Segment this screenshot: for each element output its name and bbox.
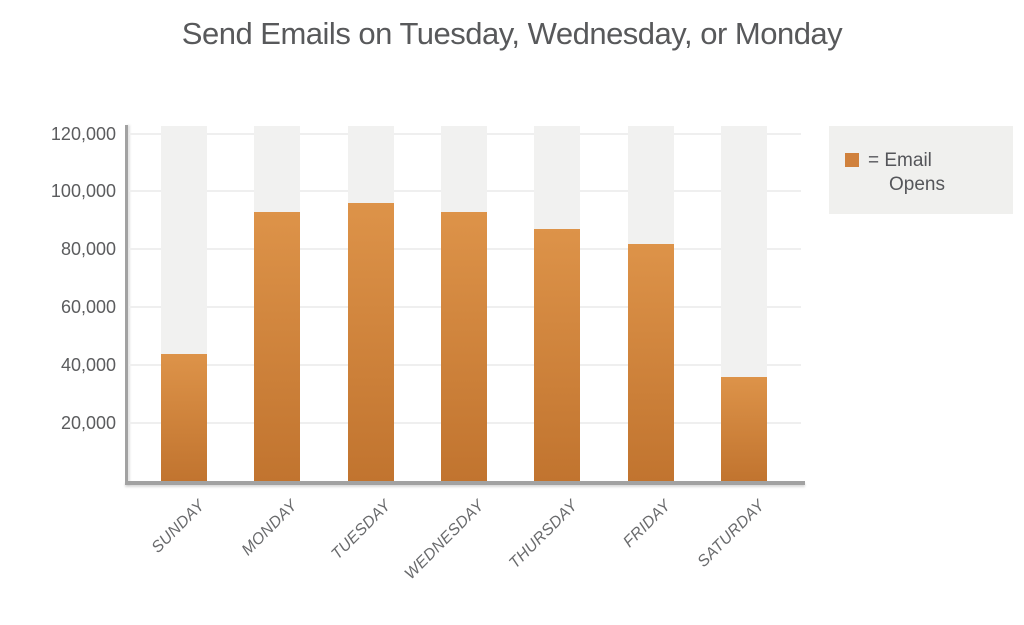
- bar-wednesday: [440, 211, 487, 481]
- y-axis-line: [125, 125, 128, 485]
- x-axis-label-tuesday: TUESDAY: [328, 497, 395, 564]
- x-axis-label-sunday: SUNDAY: [148, 497, 209, 557]
- legend: = Email Opens: [829, 126, 1013, 214]
- y-axis-tick-label: 40,000: [60, 355, 116, 376]
- bar-monday: [254, 211, 301, 481]
- legend-label-line2: Opens: [889, 174, 945, 195]
- y-axis-tick-label: 80,000: [60, 239, 116, 260]
- bar-thursday: [534, 229, 581, 481]
- bar-column: MONDAY: [239, 122, 301, 559]
- bar-column: WEDNESDAY: [402, 122, 488, 583]
- bar-sunday: [161, 353, 207, 481]
- legend-label-line1: = Email: [868, 150, 932, 171]
- plot-area: SUNDAY MONDAY TUESDAY WEDNESDAY THURSDAY FRID…: [129, 122, 801, 583]
- bar-column: FRIDAY: [621, 122, 675, 551]
- x-axis-line: [125, 481, 805, 485]
- bar-column: THURSDAY: [506, 122, 581, 572]
- bar-friday: [627, 243, 674, 481]
- legend-swatch: [845, 153, 859, 167]
- x-axis-label-thursday: THURSDAY: [506, 497, 582, 573]
- y-axis-tick-label: 120,000: [50, 123, 116, 144]
- bar-saturday: [720, 376, 767, 481]
- x-axis-label-friday: FRIDAY: [620, 497, 675, 551]
- y-axis-tick-labels: 20,000 40,000 60,000 80,000 100,000 120,000: [0, 122, 116, 481]
- chart-title: Send Emails on Tuesday, Wednesday, or Mo…: [181, 16, 843, 51]
- bar-columns: SUNDAY MONDAY TUESDAY WEDNESDAY THURSDAY FRID…: [148, 122, 768, 583]
- y-axis-tick-label: 60,000: [60, 297, 116, 318]
- x-axis-label-monday: MONDAY: [239, 497, 302, 560]
- y-axis-tick-label: 20,000: [60, 413, 116, 434]
- x-axis-label-saturday: SATURDAY: [694, 497, 768, 571]
- x-axis-label-wednesday: WEDNESDAY: [401, 497, 489, 584]
- bar-tuesday: [347, 203, 394, 481]
- bar-column: SUNDAY: [148, 122, 208, 557]
- bar-column: TUESDAY: [329, 122, 395, 563]
- bar-column: SATURDAY: [694, 122, 768, 571]
- y-axis-tick-label: 100,000: [50, 181, 116, 202]
- legend-label: = Email Opens: [868, 149, 945, 197]
